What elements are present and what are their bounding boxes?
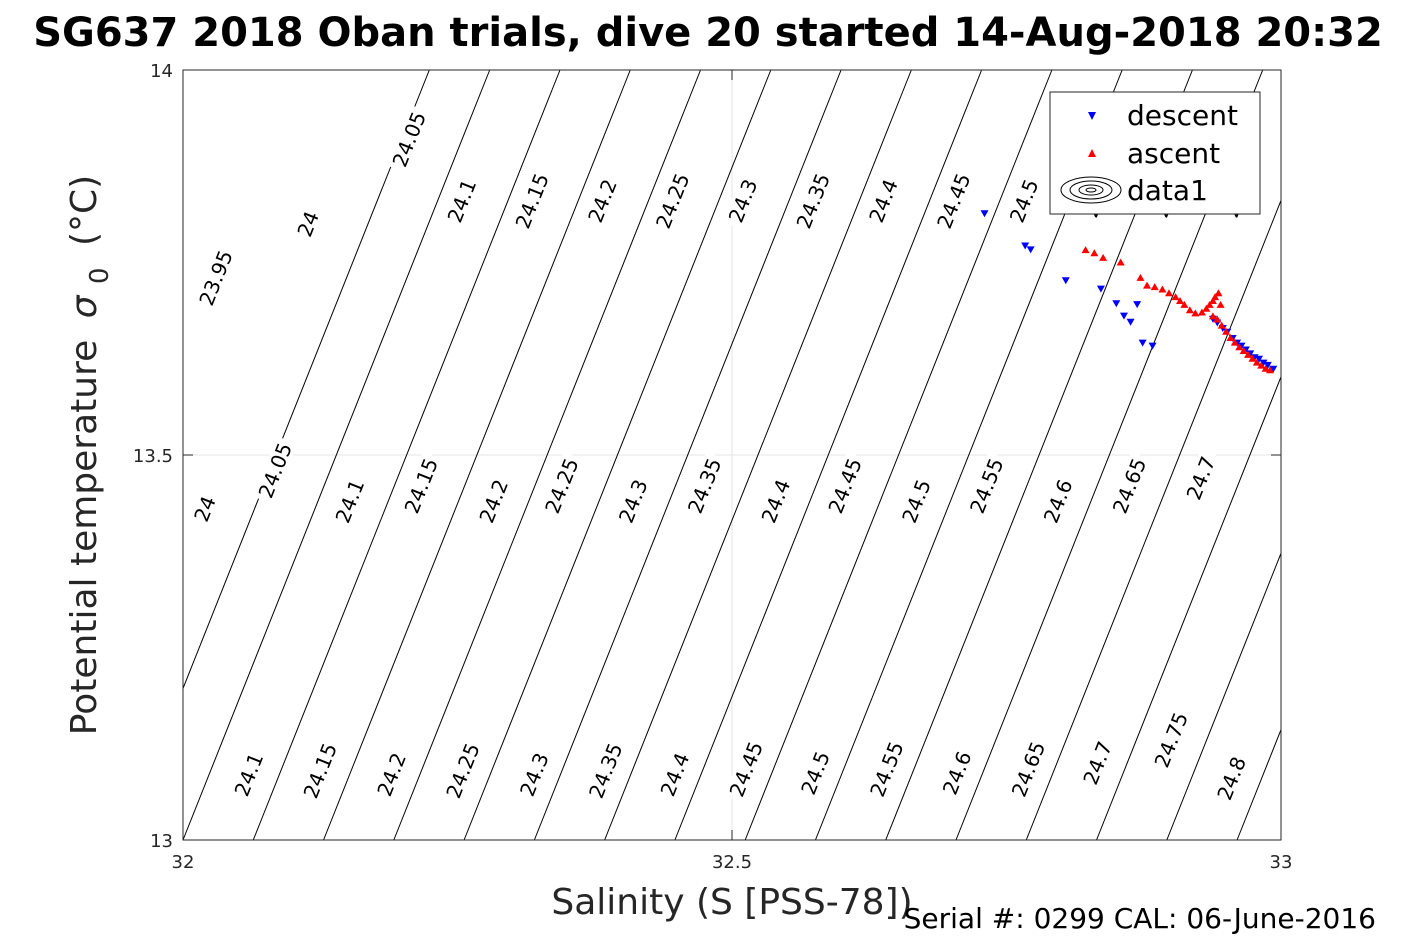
ascent-point-32: [1257, 361, 1266, 369]
ascent-point-9: [1171, 293, 1180, 301]
ascent-point-1: [1090, 249, 1099, 257]
y-tick-label-1: 13.5: [133, 446, 173, 467]
x-tick-label-2: 33: [1270, 852, 1293, 873]
ascent-point-27: [1235, 343, 1244, 351]
legend-ascent-label: ascent: [1127, 137, 1220, 170]
descent-point-4: [1096, 285, 1105, 293]
ascent-point-29: [1244, 350, 1253, 358]
descent-point-10: [1148, 342, 1157, 350]
ascent-point-34: [1266, 366, 1275, 374]
ascent-point-18: [1211, 293, 1220, 301]
ascent-point-22: [1213, 315, 1222, 323]
ascent-point-17: [1208, 297, 1217, 304]
ascent-point-7: [1158, 285, 1167, 293]
legend-contour-icon: [1060, 176, 1122, 204]
density-contours: [182, 69, 1282, 841]
ascent-point-15: [1202, 304, 1211, 312]
legend-box: [1049, 91, 1261, 215]
x-axis-label: Salinity (S [PSS-78]): [551, 882, 912, 923]
legend-descent-label: descent: [1127, 99, 1238, 132]
contour-line-1: [182, 69, 491, 841]
contour-line-7: [604, 69, 912, 841]
legend-descent-marker: [1088, 112, 1096, 120]
svg-text:Potential temperature σ: Potential temperature σ 0 (°C): [64, 175, 117, 735]
contour-line-14: [1096, 376, 1282, 841]
contour-line-16: [1236, 729, 1282, 841]
ascent-point-8: [1165, 289, 1174, 297]
x-tick-label-0: 32: [172, 852, 195, 873]
y-axis-label: Potential temperature σ 0 (°C): [64, 175, 117, 735]
y-axis-label-text: Potential temperature: [64, 340, 105, 735]
y-axis-label-sigma: σ: [64, 294, 105, 318]
ascent-point-33: [1261, 364, 1270, 372]
descent-point-9: [1138, 339, 1147, 347]
ascent-point-20: [1216, 300, 1225, 308]
descent-point-8: [1133, 301, 1142, 309]
ascent-point-14: [1197, 308, 1206, 316]
ascent-point-31: [1252, 358, 1261, 366]
ascent-point-30: [1248, 354, 1257, 362]
grid-lines: [183, 70, 1281, 840]
descent-point-22: [1259, 359, 1268, 367]
descent-point-7: [1126, 318, 1135, 326]
serial-calibration-text: Serial #: 0299 CAL: 06-June-2016: [904, 902, 1376, 935]
legend-ascent-marker: [1088, 149, 1096, 157]
descent-point-2: [1026, 246, 1035, 254]
contour-line-4: [393, 69, 701, 841]
ascent-point-19: [1214, 289, 1223, 297]
x-tick-label-1: 32.5: [712, 852, 752, 873]
ascent-point-2: [1099, 253, 1108, 261]
contour-line-9: [744, 69, 1053, 841]
descent-point-6: [1119, 312, 1128, 320]
ascent-point-26: [1230, 338, 1239, 346]
ascent-point-12: [1185, 306, 1194, 314]
descent-point-0: [980, 210, 989, 218]
data-points: [980, 210, 1278, 374]
legend-data1-label: data1: [1127, 174, 1208, 207]
ascent-point-13: [1191, 309, 1200, 317]
ascent-point-0: [1081, 246, 1090, 254]
ascent-point-4: [1136, 273, 1145, 281]
ascent-point-6: [1150, 283, 1159, 291]
y-tick-label-2: 14: [150, 61, 173, 82]
ascent-point-16: [1205, 300, 1214, 308]
legend: descent ascent data1: [1049, 91, 1261, 215]
contour-line-3: [323, 69, 631, 841]
contour-line-8: [674, 69, 983, 841]
descent-point-1: [1021, 242, 1030, 250]
ascent-point-21: [1208, 312, 1217, 320]
ascent-point-5: [1143, 281, 1152, 289]
descent-point-21: [1255, 355, 1264, 363]
y-tick-label-0: 13: [150, 831, 173, 852]
ascent-point-28: [1239, 347, 1248, 355]
ascent-point-10: [1175, 297, 1184, 304]
descent-point-23: [1263, 361, 1272, 369]
contour-line-6: [533, 69, 842, 841]
y-axis-label-subscript: 0: [85, 267, 115, 284]
ascent-point-23: [1217, 321, 1226, 329]
y-axis-label-unit: (°C): [64, 175, 105, 246]
contour-line-5: [463, 69, 772, 841]
descent-point-3: [1061, 277, 1070, 285]
chart-title: SG637 2018 Oban trials, dive 20 started …: [33, 10, 1383, 56]
contour-line-0: [182, 69, 430, 689]
contour-line-15: [1166, 553, 1282, 841]
ascent-point-24: [1222, 327, 1231, 335]
axis-ticks: 32 32.5 33 13 13.5 14: [133, 61, 1293, 873]
ascent-point-3: [1116, 258, 1125, 266]
descent-point-5: [1112, 300, 1121, 308]
descent-point-24: [1269, 365, 1278, 373]
ascent-point-11: [1180, 300, 1189, 308]
contour-line-2: [252, 69, 561, 841]
ascent-point-25: [1226, 333, 1235, 341]
contour-line-13: [1025, 200, 1282, 841]
